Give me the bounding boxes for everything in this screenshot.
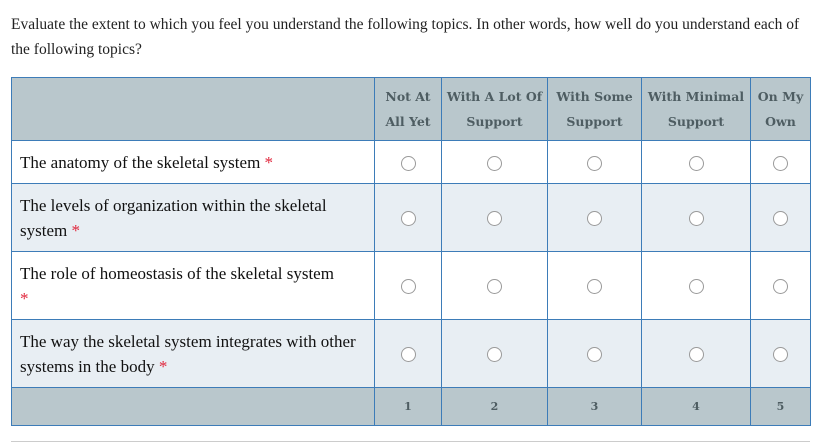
required-marker: *: [264, 152, 274, 172]
divider: [11, 441, 810, 442]
table-row: The anatomy of the skeletal system *: [11, 140, 811, 184]
scale-number: 5: [750, 387, 811, 426]
radio-button[interactable]: [487, 211, 502, 226]
radio-button[interactable]: [773, 279, 788, 294]
header-line: With Some: [556, 89, 633, 104]
header-line: Support: [667, 114, 725, 129]
row-label: The levels of organization within the sk…: [11, 183, 375, 252]
column-header: With Minimal Support: [641, 77, 751, 141]
header-line: Not At: [385, 89, 431, 104]
column-header: With Some Support: [547, 77, 642, 141]
row-label: The way the skeletal system integrates w…: [11, 319, 375, 388]
radio-button[interactable]: [688, 155, 704, 171]
table-row: The levels of organization within the sk…: [11, 183, 811, 252]
radio-button[interactable]: [688, 347, 704, 362]
header-row: Not At All Yet With A Lot Of Support With …: [11, 77, 811, 141]
scale-blank: [11, 387, 375, 426]
row-label-text: The way the skeletal system integrates w…: [20, 331, 356, 376]
radio-button[interactable]: [400, 211, 416, 226]
radio-button[interactable]: [587, 347, 602, 362]
required-marker: *: [158, 356, 168, 376]
required-marker: *: [20, 288, 29, 308]
header-line: Support: [466, 114, 523, 129]
radio-button[interactable]: [688, 279, 704, 294]
required-marker: *: [71, 220, 80, 240]
scale-number: 1: [374, 387, 442, 426]
radio-button[interactable]: [400, 347, 416, 362]
column-header: On My Own: [750, 77, 811, 141]
scale-row: 1 2 3 4 5: [11, 387, 811, 426]
radio-button[interactable]: [400, 279, 416, 294]
likert-matrix: Not At All Yet With A Lot Of Support With …: [11, 77, 811, 426]
header-line: Support: [566, 114, 623, 129]
radio-button[interactable]: [587, 155, 602, 171]
row-label-text: The levels of organization within the sk…: [20, 195, 327, 240]
header-line: On My: [757, 89, 804, 104]
radio-button[interactable]: [587, 211, 602, 226]
question-text: Evaluate the extent to which you feel yo…: [11, 16, 800, 58]
radio-button[interactable]: [773, 155, 788, 171]
radio-button[interactable]: [487, 279, 502, 294]
row-label: The role of homeostasis of the skeletal …: [11, 251, 375, 320]
radio-button[interactable]: [688, 211, 704, 226]
header-line: With A Lot Of: [446, 89, 543, 104]
radio-button[interactable]: [487, 155, 502, 171]
header-blank: [11, 77, 375, 141]
scale-number: 2: [441, 387, 548, 426]
scale-number: 3: [547, 387, 642, 426]
header-line: All Yet: [385, 114, 431, 129]
table-row: The way the skeletal system integrates w…: [11, 319, 811, 388]
radio-button[interactable]: [487, 347, 502, 362]
row-label-text: The role of homeostasis of the skeletal …: [20, 263, 334, 283]
radio-button[interactable]: [400, 155, 416, 171]
row-label-text: The anatomy of the skeletal system: [20, 152, 261, 172]
column-header: Not At All Yet: [374, 77, 442, 141]
table-row: The role of homeostasis of the skeletal …: [11, 251, 811, 320]
header-line: With Minimal: [647, 89, 745, 104]
radio-button[interactable]: [773, 211, 788, 226]
radio-button[interactable]: [773, 347, 788, 362]
row-label: The anatomy of the skeletal system *: [11, 140, 375, 184]
header-line: Own: [765, 114, 796, 129]
radio-button[interactable]: [587, 279, 602, 294]
column-header: With A Lot Of Support: [441, 77, 548, 141]
scale-number: 4: [641, 387, 751, 426]
